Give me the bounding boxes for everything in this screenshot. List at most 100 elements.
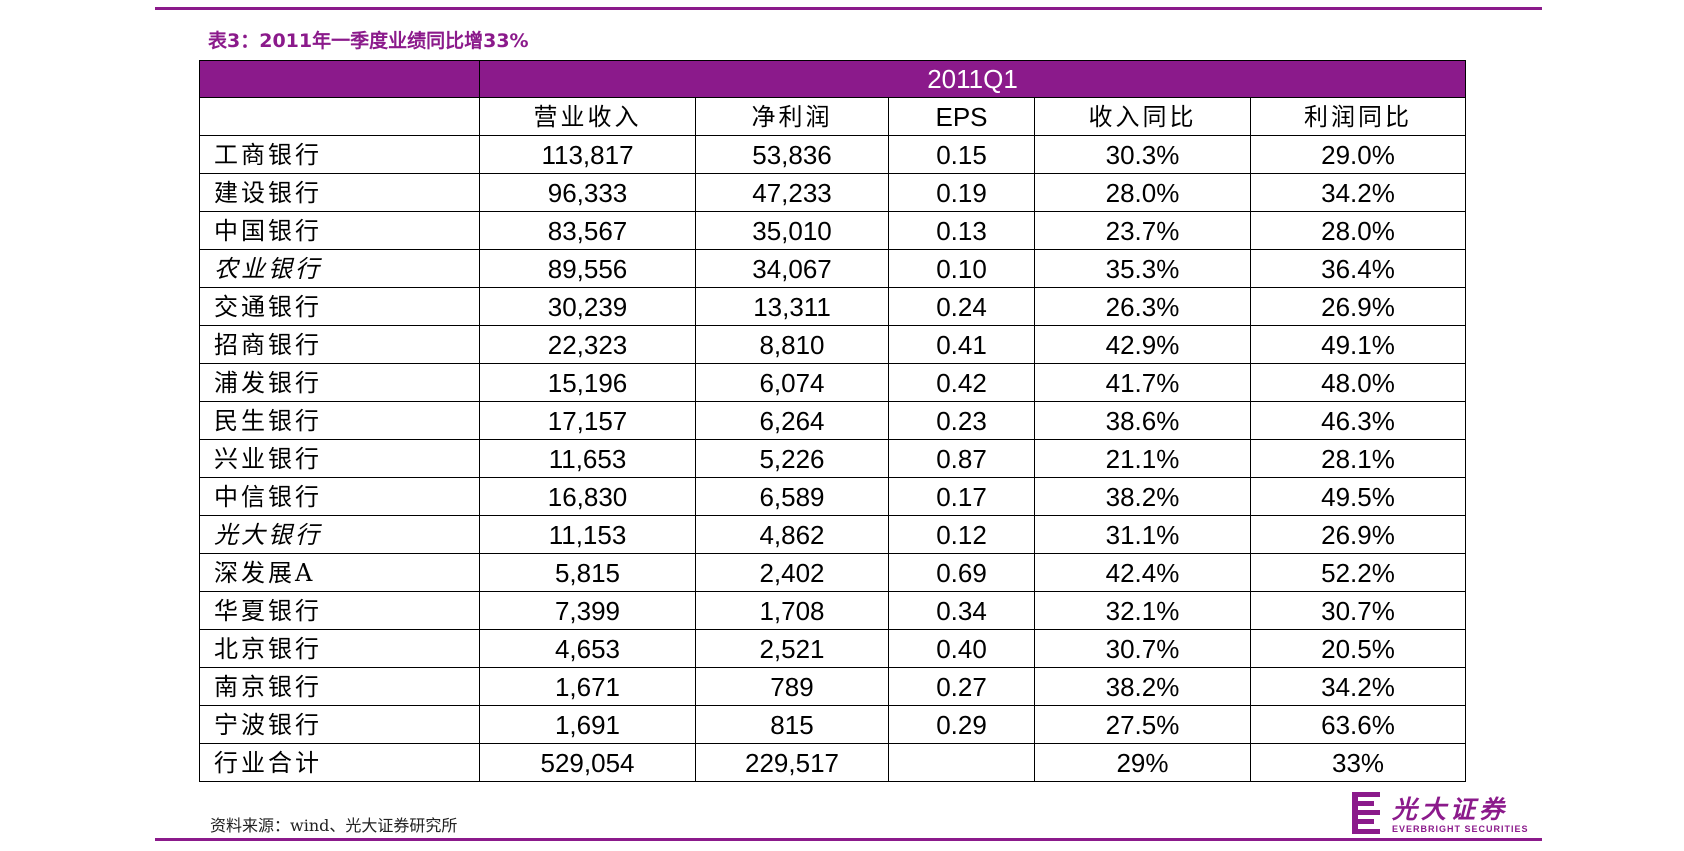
eps-cell: 0.17 <box>888 477 1035 516</box>
eps-cell: 0.23 <box>888 401 1035 440</box>
profit-yoy-cell: 26.9% <box>1249 515 1467 554</box>
bank-name-cell: 工商银行 <box>199 135 480 174</box>
bank-name-cell: 北京银行 <box>199 629 480 668</box>
profit-yoy-cell: 52.2% <box>1249 553 1467 592</box>
eps-cell: 0.12 <box>888 515 1035 554</box>
period-header: 2011Q1 <box>478 60 1467 98</box>
net-profit-cell: 815 <box>695 705 889 744</box>
profit-yoy-cell: 46.3% <box>1249 401 1467 440</box>
revenue-yoy-cell: 41.7% <box>1034 363 1251 402</box>
revenue-yoy-cell: 30.7% <box>1034 629 1251 668</box>
eps-cell <box>888 743 1035 782</box>
net-profit-cell: 13,311 <box>695 287 889 326</box>
table-row: 浦发银行 15,196 6,074 0.42 41.7% 48.0% <box>199 363 1467 402</box>
column-header-row: 营业收入 净利润 EPS 收入同比 利润同比 <box>199 97 1467 136</box>
revenue-cell: 17,157 <box>479 401 696 440</box>
bank-name-cell: 行业合计 <box>199 743 480 782</box>
table-row: 行业合计 529,054 229,517 29% 33% <box>199 743 1467 782</box>
revenue-yoy-cell: 27.5% <box>1034 705 1251 744</box>
revenue-cell: 96,333 <box>479 173 696 212</box>
net-profit-cell: 5,226 <box>695 439 889 478</box>
eps-cell: 0.19 <box>888 173 1035 212</box>
revenue-cell: 30,239 <box>479 287 696 326</box>
top-rule <box>155 7 1542 10</box>
revenue-cell: 4,653 <box>479 629 696 668</box>
eps-cell: 0.10 <box>888 249 1035 288</box>
table-row: 工商银行 113,817 53,836 0.15 30.3% 29.0% <box>199 135 1467 174</box>
eps-cell: 0.69 <box>888 553 1035 592</box>
bank-name-cell: 中信银行 <box>199 477 480 516</box>
everbright-logo: 光大证券 EVERBRIGHT SECURITIES <box>1352 792 1542 840</box>
profit-yoy-cell: 30.7% <box>1249 591 1467 630</box>
bank-name-cell: 中国银行 <box>199 211 480 250</box>
net-profit-cell: 789 <box>695 667 889 706</box>
table-row: 华夏银行 7,399 1,708 0.34 32.1% 30.7% <box>199 591 1467 630</box>
net-profit-cell: 35,010 <box>695 211 889 250</box>
bank-name-cell: 深发展A <box>199 553 480 592</box>
net-profit-cell: 6,589 <box>695 477 889 516</box>
revenue-cell: 529,054 <box>479 743 696 782</box>
table-row: 交通银行 30,239 13,311 0.24 26.3% 26.9% <box>199 287 1467 326</box>
eps-cell: 0.24 <box>888 287 1035 326</box>
revenue-yoy-cell: 30.3% <box>1034 135 1251 174</box>
revenue-yoy-cell: 35.3% <box>1034 249 1251 288</box>
net-profit-cell: 1,708 <box>695 591 889 630</box>
profit-yoy-cell: 20.5% <box>1249 629 1467 668</box>
profit-yoy-cell: 48.0% <box>1249 363 1467 402</box>
profit-yoy-cell: 49.1% <box>1249 325 1467 364</box>
revenue-cell: 16,830 <box>479 477 696 516</box>
profit-yoy-cell: 29.0% <box>1249 135 1467 174</box>
net-profit-cell: 2,521 <box>695 629 889 668</box>
eps-cell: 0.15 <box>888 135 1035 174</box>
bank-name-cell: 南京银行 <box>199 667 480 706</box>
earnings-table: 2011Q1 营业收入 净利润 EPS 收入同比 利润同比 工商银行 113,81… <box>199 60 1467 782</box>
everbright-logo-mark-icon <box>1352 792 1384 834</box>
profit-yoy-cell: 28.0% <box>1249 211 1467 250</box>
source-note: 资料来源：wind、光大证券研究所 <box>210 816 458 835</box>
logo-chinese-name: 光大证券 <box>1392 795 1509 824</box>
revenue-yoy-cell: 42.9% <box>1034 325 1251 364</box>
profit-yoy-cell: 33% <box>1249 743 1467 782</box>
column-header-blank <box>199 97 480 136</box>
eps-cell: 0.13 <box>888 211 1035 250</box>
eps-cell: 0.27 <box>888 667 1035 706</box>
bank-name-cell: 民生银行 <box>199 401 480 440</box>
table-row: 兴业银行 11,653 5,226 0.87 21.1% 28.1% <box>199 439 1467 478</box>
bank-name-cell: 建设银行 <box>199 173 480 212</box>
net-profit-cell: 6,074 <box>695 363 889 402</box>
revenue-yoy-cell: 31.1% <box>1034 515 1251 554</box>
revenue-cell: 83,567 <box>479 211 696 250</box>
table-row: 宁波银行 1,691 815 0.29 27.5% 63.6% <box>199 705 1467 744</box>
table-row: 北京银行 4,653 2,521 0.40 30.7% 20.5% <box>199 629 1467 668</box>
bank-name-cell: 交通银行 <box>199 287 480 326</box>
profit-yoy-cell: 34.2% <box>1249 173 1467 212</box>
revenue-yoy-cell: 32.1% <box>1034 591 1251 630</box>
profit-yoy-cell: 26.9% <box>1249 287 1467 326</box>
table-row: 农业银行 89,556 34,067 0.10 35.3% 36.4% <box>199 249 1467 288</box>
bank-name-cell: 农业银行 <box>199 249 480 288</box>
table-row: 中国银行 83,567 35,010 0.13 23.7% 28.0% <box>199 211 1467 250</box>
column-header-profit-yoy: 利润同比 <box>1249 97 1467 136</box>
revenue-yoy-cell: 38.2% <box>1034 667 1251 706</box>
bank-name-cell: 华夏银行 <box>199 591 480 630</box>
bank-name-cell: 浦发银行 <box>199 363 480 402</box>
profit-yoy-cell: 49.5% <box>1249 477 1467 516</box>
revenue-cell: 7,399 <box>479 591 696 630</box>
revenue-yoy-cell: 29% <box>1034 743 1251 782</box>
table-row: 建设银行 96,333 47,233 0.19 28.0% 34.2% <box>199 173 1467 212</box>
revenue-cell: 22,323 <box>479 325 696 364</box>
eps-cell: 0.29 <box>888 705 1035 744</box>
net-profit-cell: 4,862 <box>695 515 889 554</box>
net-profit-cell: 47,233 <box>695 173 889 212</box>
table-row: 中信银行 16,830 6,589 0.17 38.2% 49.5% <box>199 477 1467 516</box>
bank-name-cell: 兴业银行 <box>199 439 480 478</box>
revenue-cell: 11,653 <box>479 439 696 478</box>
eps-cell: 0.41 <box>888 325 1035 364</box>
table-row: 招商银行 22,323 8,810 0.41 42.9% 49.1% <box>199 325 1467 364</box>
net-profit-cell: 34,067 <box>695 249 889 288</box>
column-header-net-profit: 净利润 <box>695 97 889 136</box>
column-header-revenue-yoy: 收入同比 <box>1034 97 1251 136</box>
revenue-yoy-cell: 42.4% <box>1034 553 1251 592</box>
revenue-yoy-cell: 26.3% <box>1034 287 1251 326</box>
column-header-revenue: 营业收入 <box>479 97 696 136</box>
